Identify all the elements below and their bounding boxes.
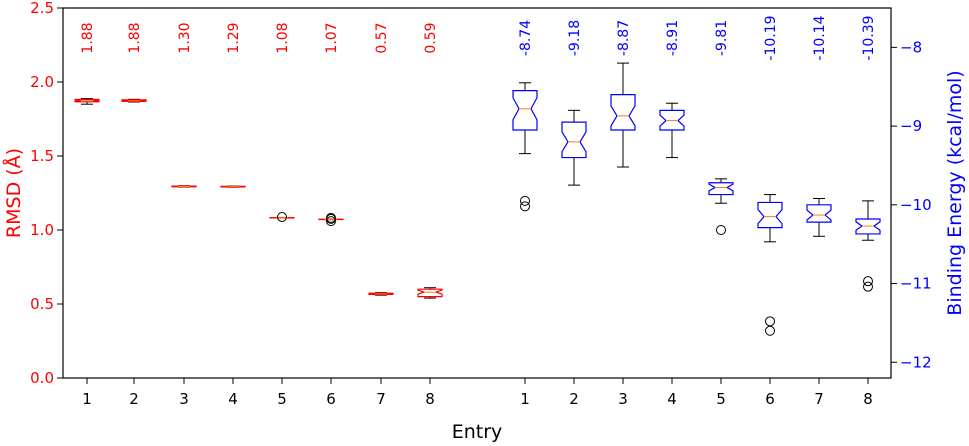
mean-label: -9.18 xyxy=(567,20,583,56)
outlier-point xyxy=(765,325,775,336)
outlier-point xyxy=(277,211,287,222)
box xyxy=(806,204,832,223)
box xyxy=(74,98,100,103)
x-axis-tick-label: 6 xyxy=(326,390,336,408)
x-axis-label: Entry xyxy=(452,421,503,443)
mean-label: 1.88 xyxy=(80,22,96,53)
right-axis-tick-label: −11 xyxy=(900,275,932,293)
mean-label: 1.29 xyxy=(226,22,242,53)
right-axis-tick-label: −9 xyxy=(900,117,922,135)
left-axis-tick-label: 1.5 xyxy=(30,147,54,165)
box xyxy=(121,99,147,102)
mean-label: -10.14 xyxy=(812,15,828,60)
x-axis-tick-label: 4 xyxy=(667,390,677,408)
right-axis-tick-label: −10 xyxy=(900,196,932,214)
mean-label: 1.30 xyxy=(177,22,193,53)
mean-label: -8.87 xyxy=(616,20,632,56)
mean-label: -8.74 xyxy=(518,20,534,56)
x-axis-tick-label: 7 xyxy=(814,390,824,408)
plot-area xyxy=(74,62,881,336)
outlier-point xyxy=(326,216,336,227)
x-axis-tick-label: 1 xyxy=(520,390,530,408)
x-axis-tick-label: 1 xyxy=(82,390,92,408)
x-axis-tick-label: 6 xyxy=(765,390,775,408)
outlier-point xyxy=(520,195,530,206)
left-axis-tick-label: 1.0 xyxy=(30,221,54,239)
box xyxy=(171,185,197,188)
box xyxy=(561,121,587,159)
outlier-point xyxy=(716,225,726,235)
mean-label: 0.59 xyxy=(423,22,439,53)
box xyxy=(757,201,783,229)
x-axis-tick-label: 8 xyxy=(425,390,435,408)
left-axis-tick-label: 2.5 xyxy=(30,0,54,17)
x-axis-tick-label: 5 xyxy=(277,390,287,408)
x-axis-tick-label: 8 xyxy=(863,390,873,408)
mean-label: -9.81 xyxy=(714,20,730,56)
mean-label: 0.57 xyxy=(374,22,390,53)
right-axis-tick-label: −12 xyxy=(900,353,932,371)
plot-frame xyxy=(62,7,892,379)
box xyxy=(220,185,246,188)
x-axis-tick-label: 5 xyxy=(716,390,726,408)
mean-label: -10.39 xyxy=(861,15,877,60)
mean-label: -10.19 xyxy=(763,15,779,60)
x-axis-tick-label: 3 xyxy=(179,390,189,408)
outlier-point xyxy=(863,276,873,287)
mean-label: 1.08 xyxy=(275,22,291,53)
box xyxy=(610,93,636,131)
box xyxy=(855,218,881,235)
mean-label: -8.91 xyxy=(665,20,681,56)
left-axis-tick-label: 2.0 xyxy=(30,73,54,91)
right-axis-label: Binding Energy (kcal/mol) xyxy=(944,70,966,315)
box xyxy=(368,292,394,295)
box xyxy=(417,288,443,298)
left-axis-label: RMSD (Å) xyxy=(2,148,25,238)
box xyxy=(659,109,685,131)
left-axis-tick-label: 0.0 xyxy=(30,369,54,387)
mean-label: 1.88 xyxy=(127,22,143,53)
box xyxy=(512,90,538,131)
x-axis-tick-label: 4 xyxy=(228,390,238,408)
outlier-point xyxy=(863,281,873,292)
box xyxy=(708,182,734,196)
x-axis-tick-label: 2 xyxy=(569,390,579,408)
outlier-point xyxy=(520,201,530,212)
x-axis-tick-label: 2 xyxy=(129,390,139,408)
outlier-point xyxy=(326,212,336,223)
left-axis-tick-label: 0.5 xyxy=(30,295,54,313)
mean-label: 1.07 xyxy=(324,22,340,53)
x-axis-tick-label: 3 xyxy=(618,390,628,408)
x-axis-tick-label: 7 xyxy=(376,390,386,408)
right-axis-tick-label: −8 xyxy=(900,38,922,56)
